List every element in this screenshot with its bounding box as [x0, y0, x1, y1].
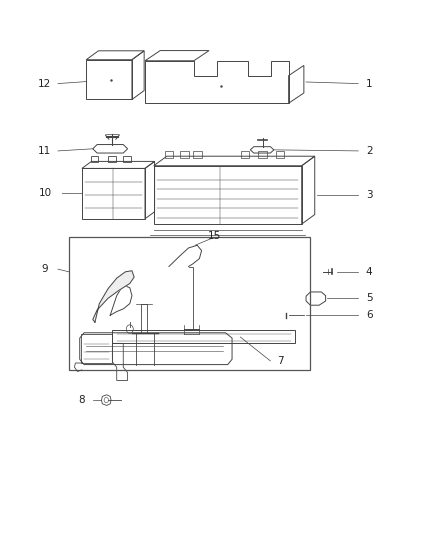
Text: 11: 11	[38, 146, 52, 156]
Text: 8: 8	[78, 395, 85, 405]
Bar	[108, 156, 116, 163]
Polygon shape	[93, 271, 134, 322]
Bar	[123, 156, 131, 163]
Bar	[276, 151, 284, 158]
Bar	[91, 156, 99, 163]
Bar	[69, 237, 311, 370]
Text: 3: 3	[366, 190, 372, 200]
Text: 15: 15	[208, 231, 221, 241]
Text: 10: 10	[39, 188, 52, 198]
Text: 7: 7	[277, 356, 283, 366]
Text: 12: 12	[38, 78, 52, 88]
Bar	[165, 151, 173, 158]
Text: 9: 9	[42, 264, 48, 274]
Text: 1: 1	[366, 78, 372, 88]
Text: 2: 2	[366, 146, 372, 156]
Bar	[193, 151, 201, 158]
Bar	[180, 151, 188, 158]
Bar	[258, 151, 267, 158]
Bar	[241, 151, 250, 158]
Text: 4: 4	[366, 267, 372, 277]
Text: 5: 5	[366, 293, 372, 303]
Text: 6: 6	[366, 310, 372, 320]
